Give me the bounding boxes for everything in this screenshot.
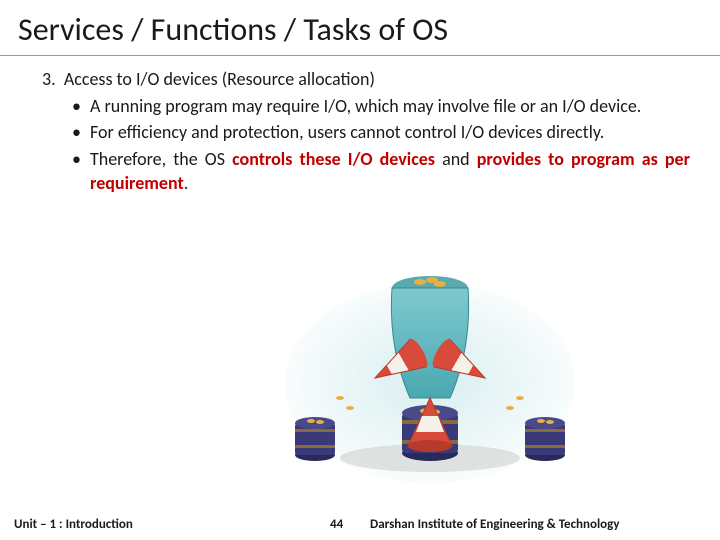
emphasis-text: controls these I/O devices (232, 148, 435, 170)
item-heading: Access to I/O devices (Resource allocati… (64, 68, 375, 90)
footer-unit: Unit – 1 : Introduction (14, 517, 133, 532)
bullet-text: and (435, 148, 477, 170)
bullet-item: Therefore, the OS controls these I/O dev… (72, 147, 690, 196)
bullet-list: A running program may require I/O, which… (30, 94, 690, 195)
resource-allocation-illustration (280, 258, 580, 488)
slide-footer: Unit – 1 : Introduction 44 Darshan Insti… (0, 517, 720, 532)
content-area: 3. Access to I/O devices (Resource alloc… (0, 56, 720, 195)
item-number: 3. (42, 68, 56, 90)
slide-title: Services / Functions / Tasks of OS (0, 0, 720, 56)
footer-page-number: 44 (330, 517, 343, 532)
footer-institute: Darshan Institute of Engineering & Techn… (370, 517, 620, 532)
numbered-item: 3. Access to I/O devices (Resource alloc… (30, 68, 690, 90)
bullet-item: For efficiency and protection, users can… (72, 120, 690, 144)
bullet-item: A running program may require I/O, which… (72, 94, 690, 118)
bullet-text: . (184, 172, 189, 194)
bullet-text: Therefore, the OS (90, 148, 232, 170)
